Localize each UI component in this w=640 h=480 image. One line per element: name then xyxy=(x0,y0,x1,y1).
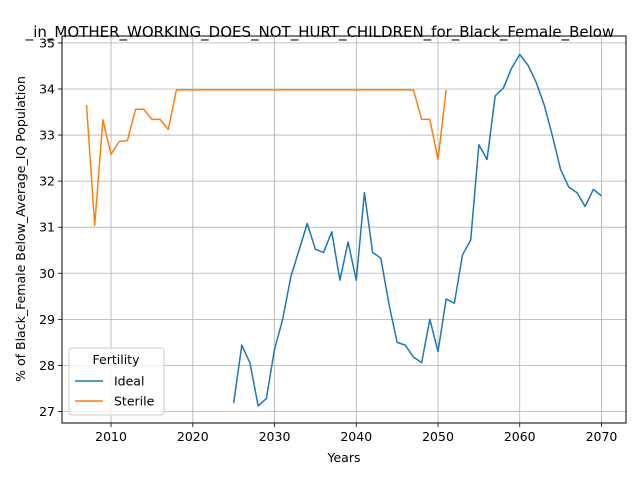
x-axis-label: Years xyxy=(327,450,361,465)
series-line-sterile xyxy=(85,89,447,227)
x-tick-label: 2050 xyxy=(422,429,454,444)
y-tick-label: 34 xyxy=(39,81,55,96)
chart-title: _in_MOTHER_WORKING_DOES_NOT_HURT_CHILDRE… xyxy=(25,23,615,42)
x-axis: 2010 2020 2030 2040 2050 2060 2070 xyxy=(95,423,617,444)
legend-entry-sterile: Sterile xyxy=(114,394,155,409)
y-tick-label: 29 xyxy=(39,312,55,327)
x-tick-label: 2070 xyxy=(586,429,618,444)
y-tick-label: 30 xyxy=(39,266,55,281)
y-tick-label: 33 xyxy=(39,128,55,143)
y-tick-label: 27 xyxy=(39,404,55,419)
x-tick-label: 2040 xyxy=(340,429,372,444)
y-axis-label: % of Black_Female Below_Average_IQ Popul… xyxy=(13,76,28,382)
series-line-ideal xyxy=(232,53,602,407)
series-group xyxy=(85,53,602,407)
legend-box xyxy=(68,347,165,416)
x-tick-label: 2060 xyxy=(504,429,536,444)
y-tick-label: 32 xyxy=(39,174,55,189)
y-tick-label: 28 xyxy=(39,358,55,373)
legend-title: Fertility xyxy=(93,352,141,367)
legend: Fertility Ideal Sterile xyxy=(68,347,165,416)
y-tick-label: 31 xyxy=(39,220,55,235)
x-tick-label: 2010 xyxy=(95,429,127,444)
y-tick-label: 35 xyxy=(39,35,55,50)
grid xyxy=(62,36,626,423)
legend-entry-ideal: Ideal xyxy=(114,374,144,389)
plot-frame xyxy=(61,35,627,424)
y-axis: 27 28 29 30 31 32 33 34 35 xyxy=(39,35,62,419)
x-tick-label: 2030 xyxy=(259,429,291,444)
x-tick-label: 2020 xyxy=(177,429,209,444)
